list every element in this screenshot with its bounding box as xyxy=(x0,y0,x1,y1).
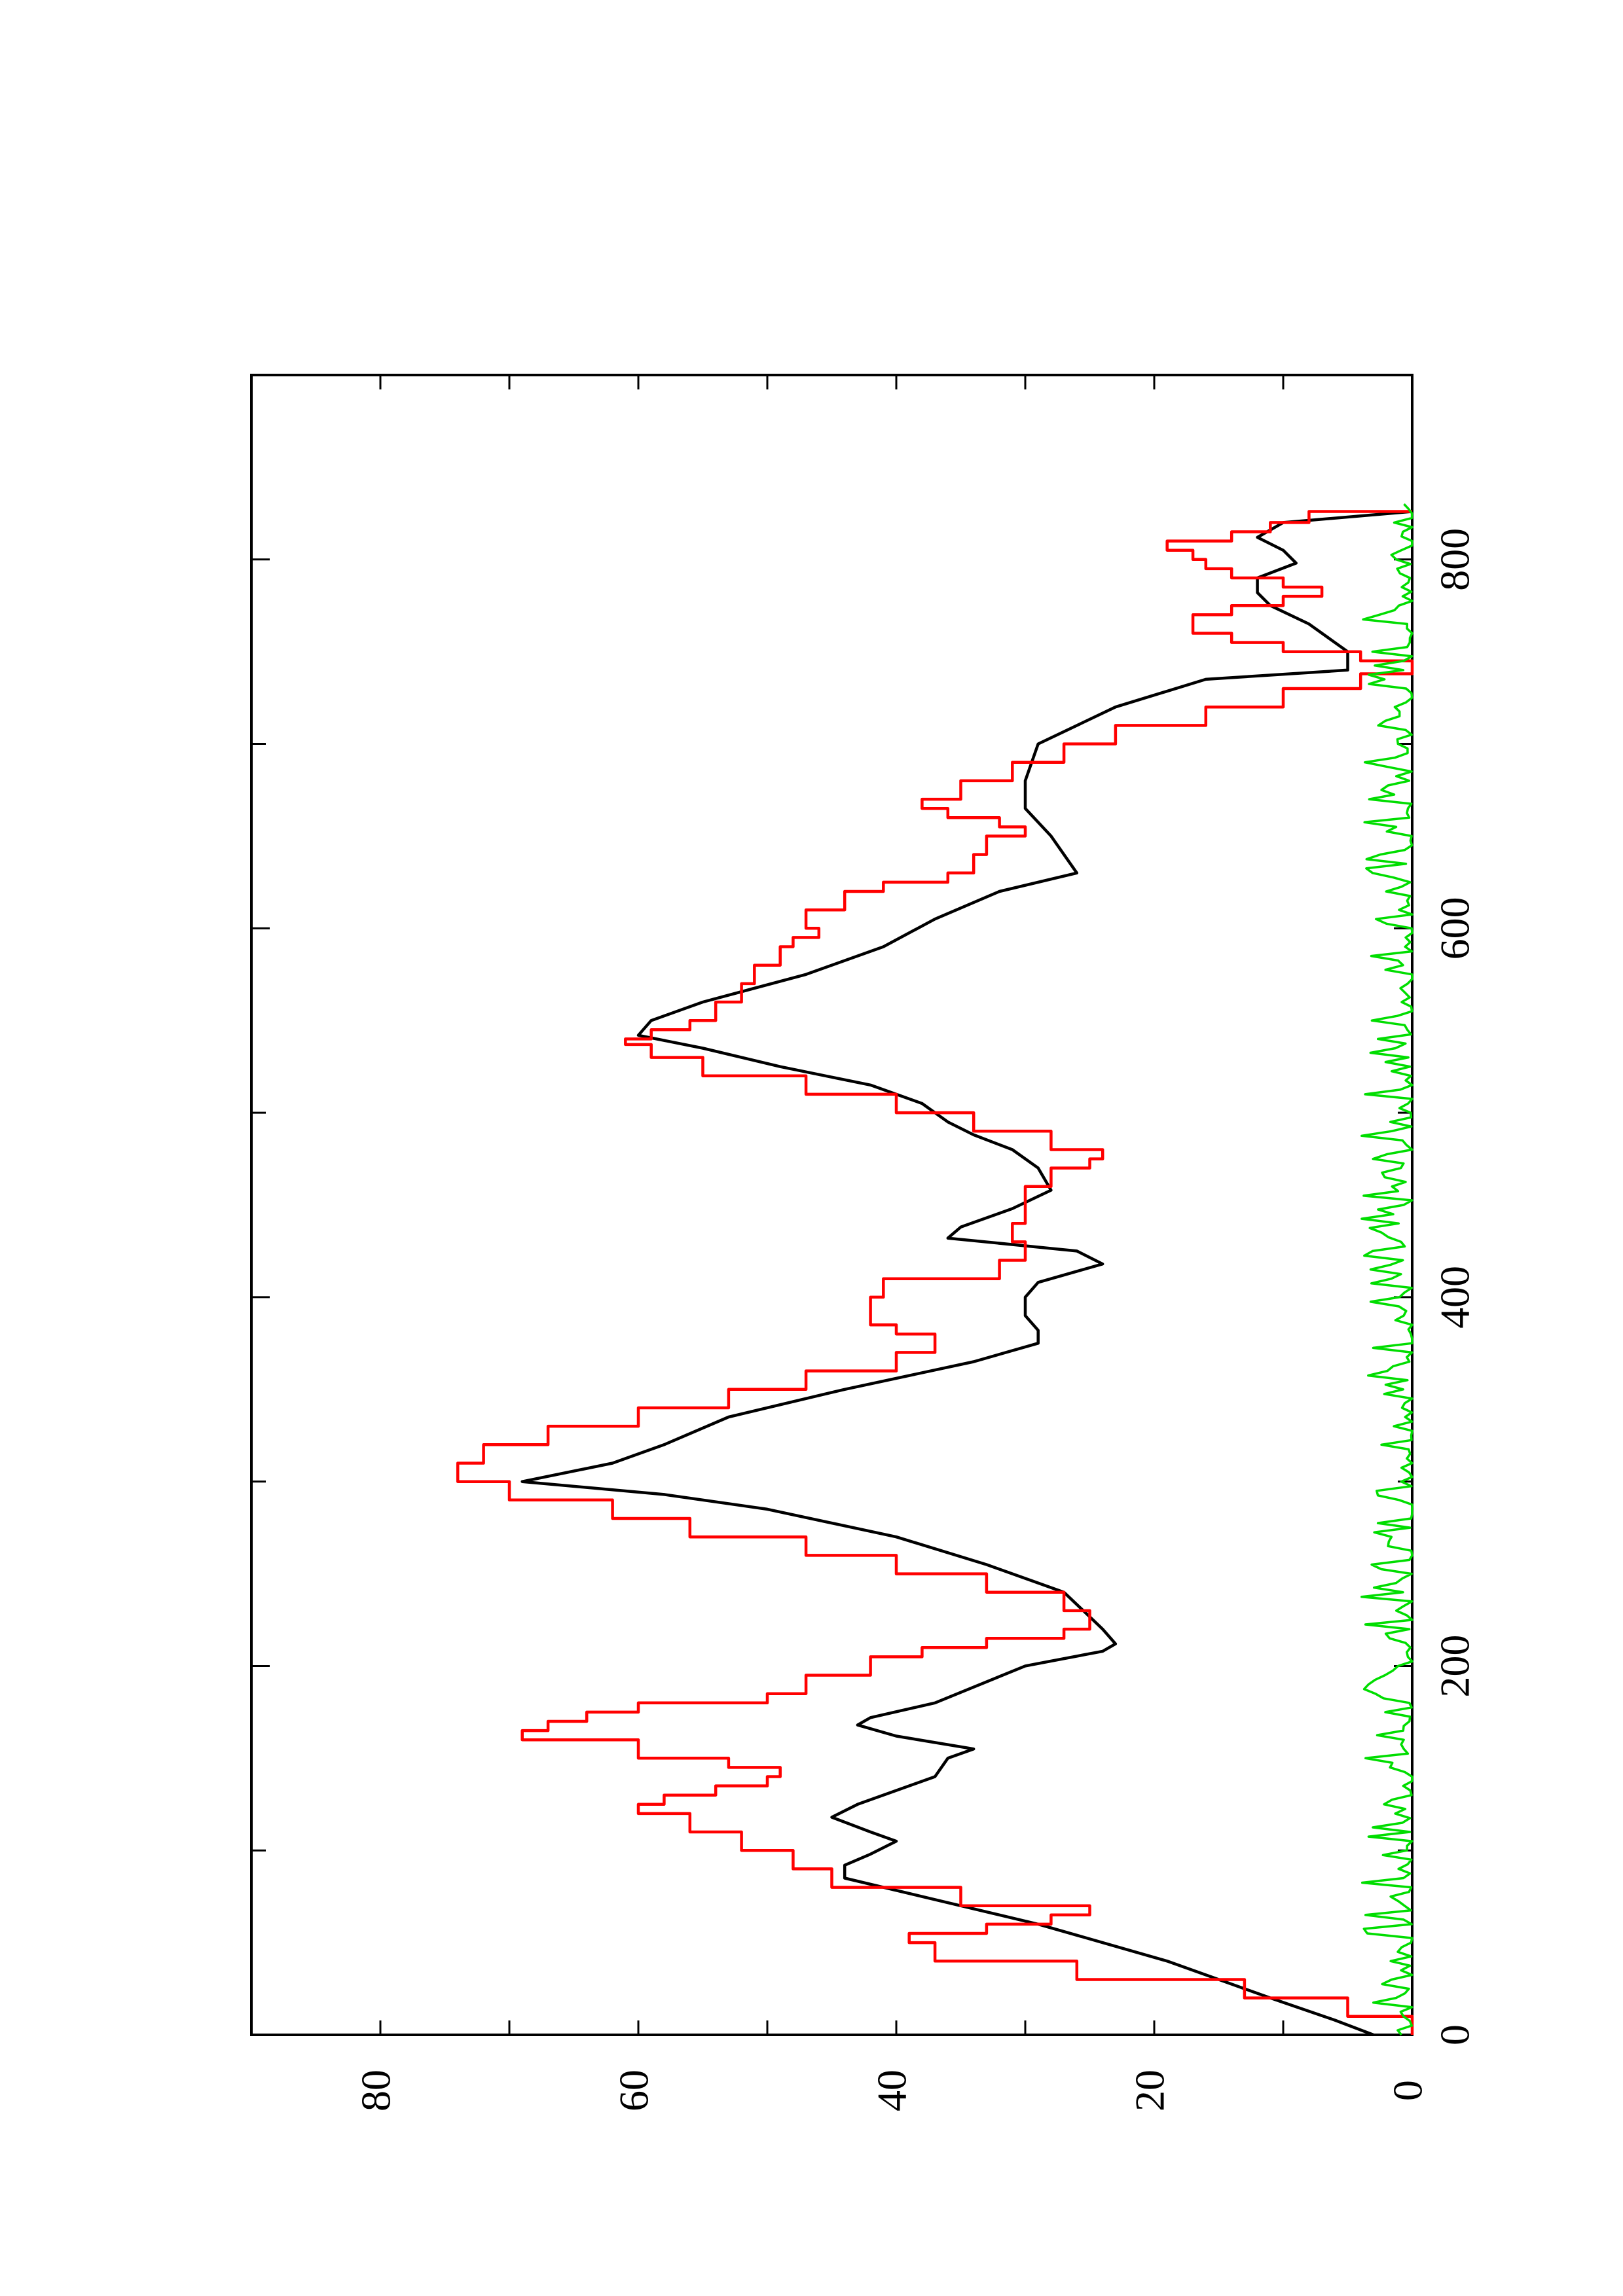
x-tick-label: 0 xyxy=(1432,2024,1478,2045)
series-green-noise-line xyxy=(1360,503,1413,2036)
y-tick-label: 0 xyxy=(1385,2080,1431,2101)
x-tick-label: 800 xyxy=(1432,528,1478,591)
x-tick-label: 200 xyxy=(1432,1634,1478,1697)
series-layer xyxy=(456,503,1414,2037)
x-tick-label: 600 xyxy=(1432,897,1478,960)
series-red-step-line xyxy=(456,510,1414,2035)
y-tick-label: 60 xyxy=(611,2070,657,2111)
series-black-line xyxy=(520,510,1413,2037)
axis-ticks xyxy=(251,375,1412,2035)
plot-frame xyxy=(250,374,1413,2036)
tick-labels: 0 200 400 600 800 0 20 40 60 80 xyxy=(353,528,1478,2111)
y-tick-label: 40 xyxy=(869,2070,915,2111)
y-tick-label: 20 xyxy=(1127,2070,1173,2111)
y-tick-label: 80 xyxy=(353,2070,399,2111)
x-tick-label: 400 xyxy=(1432,1266,1478,1329)
